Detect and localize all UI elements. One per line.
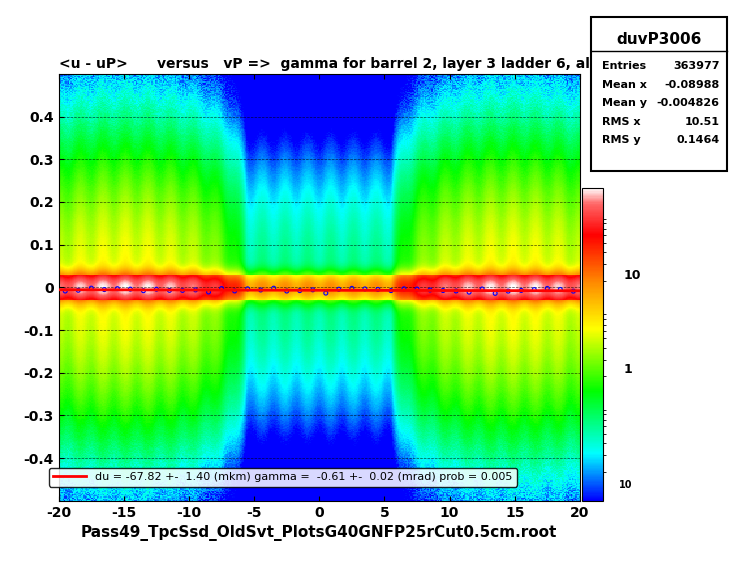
Point bbox=[137, 286, 149, 295]
Point bbox=[567, 287, 579, 296]
Point bbox=[346, 284, 357, 293]
Point bbox=[320, 288, 332, 298]
Point bbox=[125, 284, 137, 294]
Point bbox=[229, 286, 241, 295]
Point bbox=[59, 286, 71, 295]
Point bbox=[359, 284, 371, 294]
Text: 363977: 363977 bbox=[673, 61, 720, 71]
Point bbox=[164, 286, 175, 295]
Point bbox=[216, 284, 228, 293]
Point bbox=[112, 284, 123, 293]
Text: -0.08988: -0.08988 bbox=[664, 80, 720, 90]
Point bbox=[189, 285, 201, 294]
Text: duvP3006: duvP3006 bbox=[616, 32, 702, 47]
Text: 0.1464: 0.1464 bbox=[677, 135, 720, 145]
Point bbox=[294, 286, 305, 295]
Point bbox=[150, 284, 162, 294]
Point bbox=[554, 285, 566, 294]
Point bbox=[476, 284, 488, 294]
Point bbox=[203, 287, 214, 296]
Text: Mean x: Mean x bbox=[602, 80, 647, 90]
Point bbox=[98, 285, 110, 294]
Point bbox=[490, 289, 501, 298]
X-axis label: Pass49_TpcSsd_OldSvt_PlotsG40GNFP25rCut0.5cm.root: Pass49_TpcSsd_OldSvt_PlotsG40GNFP25rCut0… bbox=[81, 525, 558, 541]
Text: RMS x: RMS x bbox=[602, 117, 640, 126]
Point bbox=[463, 287, 475, 296]
Point bbox=[411, 284, 423, 294]
Text: RMS y: RMS y bbox=[602, 135, 640, 145]
Point bbox=[372, 285, 384, 294]
Point bbox=[528, 285, 540, 294]
Text: <u - uP>      versus   vP =>  gamma for barrel 2, layer 3 ladder 6, all wafers: <u - uP> versus vP => gamma for barrel 2… bbox=[59, 57, 652, 72]
Text: 10.51: 10.51 bbox=[685, 117, 720, 126]
Text: -0.004826: -0.004826 bbox=[657, 98, 720, 108]
Point bbox=[515, 286, 527, 295]
Text: Mean y: Mean y bbox=[602, 98, 647, 108]
Point bbox=[398, 284, 410, 294]
Point bbox=[85, 283, 97, 292]
Point bbox=[177, 286, 189, 295]
Point bbox=[333, 284, 345, 294]
Point bbox=[281, 286, 293, 295]
Point bbox=[437, 286, 449, 295]
Text: Entries: Entries bbox=[602, 61, 646, 71]
Point bbox=[307, 285, 319, 294]
Point bbox=[73, 286, 84, 295]
Point bbox=[502, 287, 514, 296]
Point bbox=[450, 286, 462, 295]
Point bbox=[255, 286, 266, 295]
Text: 10: 10 bbox=[619, 480, 633, 490]
Text: 10: 10 bbox=[623, 269, 641, 282]
Point bbox=[268, 284, 280, 293]
Point bbox=[542, 284, 553, 293]
Point bbox=[241, 284, 253, 294]
Text: 1: 1 bbox=[623, 363, 632, 376]
Legend: du = -67.82 +-  1.40 (mkm) gamma =  -0.61 +-  0.02 (mrad) prob = 0.005: du = -67.82 +- 1.40 (mkm) gamma = -0.61 … bbox=[48, 468, 517, 486]
Point bbox=[385, 286, 397, 295]
Point bbox=[424, 286, 436, 295]
